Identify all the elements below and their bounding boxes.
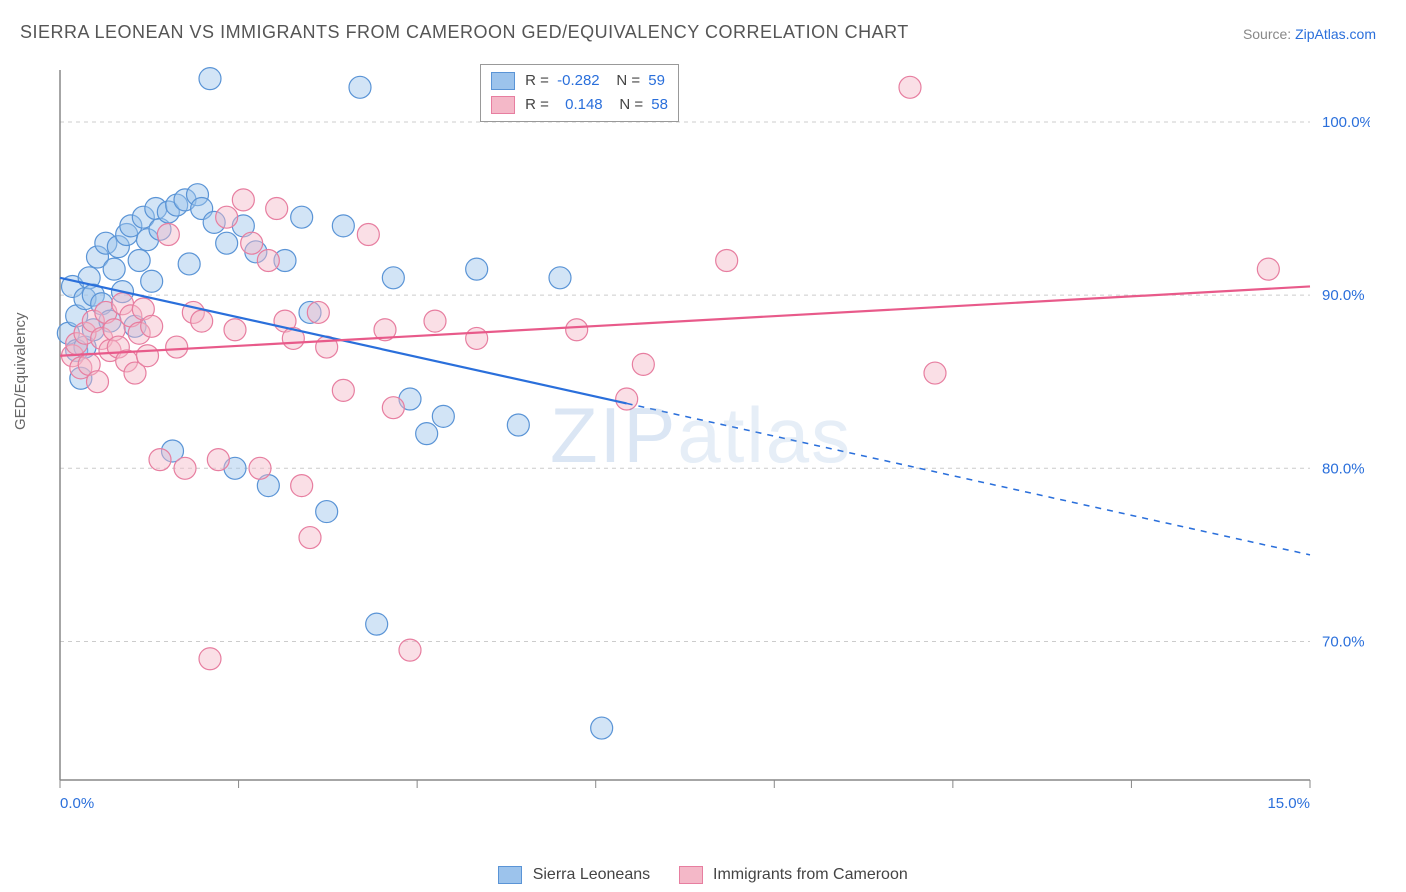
legend-swatch-pink: [679, 866, 703, 884]
y-axis-label: GED/Equivalency: [12, 312, 29, 430]
r-value-1: -0.282: [557, 72, 600, 89]
legend-label-1: Sierra Leoneans: [533, 866, 650, 883]
n-label: N =: [619, 96, 643, 113]
chart-canvas: 70.0% 80.0% 90.0% 100.0% 0.0% 15.0%: [50, 60, 1370, 820]
svg-text:0.0%: 0.0%: [60, 795, 94, 812]
legend-row-1: R = -0.282 N = 59: [491, 69, 668, 93]
svg-text:70.0%: 70.0%: [1322, 633, 1365, 650]
legend-swatch-blue: [498, 866, 522, 884]
r-label: R =: [525, 72, 549, 89]
chart-title: SIERRA LEONEAN VS IMMIGRANTS FROM CAMERO…: [20, 22, 909, 43]
legend-row-2: R = 0.148 N = 58: [491, 93, 668, 117]
legend-swatch-pink: [491, 96, 515, 114]
svg-text:90.0%: 90.0%: [1322, 287, 1365, 304]
scatter-plot: 70.0%80.0%90.0%100.0%0.0%15.0% ZIPatlas …: [50, 60, 1370, 820]
legend-item-1: Sierra Leoneans: [498, 866, 654, 883]
source-prefix: Source:: [1243, 26, 1295, 42]
source-attribution: Source: ZipAtlas.com: [1243, 26, 1376, 42]
r-value-2: 0.148: [565, 96, 603, 113]
svg-text:100.0%: 100.0%: [1322, 114, 1370, 131]
n-value-1: 59: [648, 72, 665, 89]
source-link[interactable]: ZipAtlas.com: [1295, 26, 1376, 42]
legend-item-2: Immigrants from Cameroon: [679, 866, 908, 883]
svg-text:80.0%: 80.0%: [1322, 460, 1365, 477]
n-value-2: 58: [651, 96, 668, 113]
legend-label-2: Immigrants from Cameroon: [713, 866, 908, 883]
n-label: N =: [616, 72, 640, 89]
series-legend: Sierra Leoneans Immigrants from Cameroon: [0, 866, 1406, 884]
r-label: R =: [525, 96, 549, 113]
legend-swatch-blue: [491, 72, 515, 90]
correlation-legend: R = -0.282 N = 59 R = 0.148 N = 58: [480, 64, 679, 122]
svg-text:15.0%: 15.0%: [1267, 795, 1310, 812]
